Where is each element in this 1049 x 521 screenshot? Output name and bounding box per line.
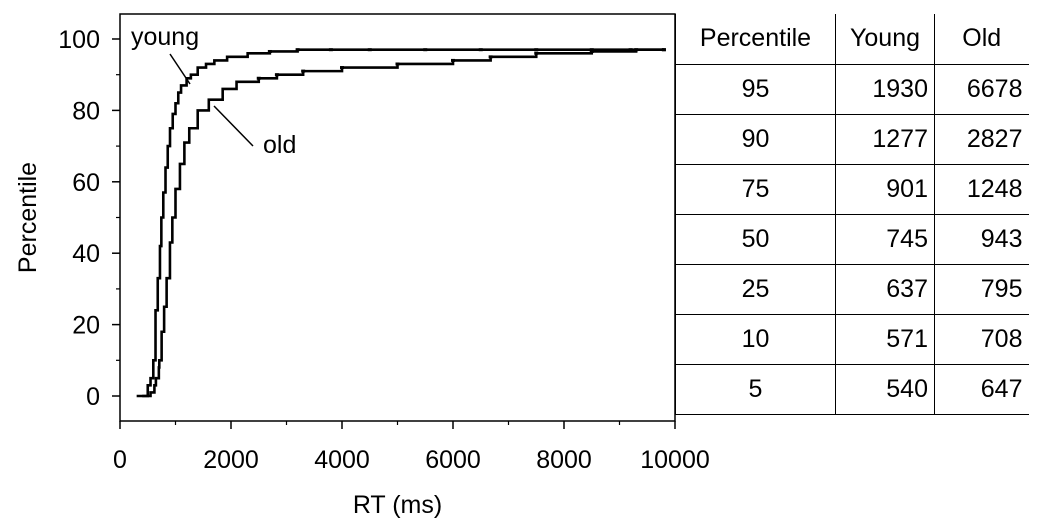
x-axis-title: RT (ms) xyxy=(353,491,442,519)
data-point-old xyxy=(634,48,639,52)
table-cell: 637 xyxy=(835,263,935,315)
table-row: 90 1277 2827 xyxy=(675,113,1029,165)
table-cell: 2827 xyxy=(934,113,1029,165)
data-point-young xyxy=(295,48,300,52)
x-tick-label: 8000 xyxy=(536,446,592,474)
table-header-old: Old xyxy=(934,14,1029,65)
x-tick-label: 2000 xyxy=(203,446,259,474)
annotation-layer: young old xyxy=(131,23,296,159)
table-body: 95 1930 6678 90 1277 2827 75 901 1248 50 745 943 25 6… xyxy=(675,63,1029,415)
table-header-young: Young xyxy=(835,14,935,65)
x-tick-label: 0 xyxy=(113,446,127,474)
table-cell: 90 xyxy=(675,113,836,165)
plot-frame xyxy=(119,13,676,422)
data-point-old xyxy=(340,66,344,70)
y-axis-title: Percentile xyxy=(14,162,42,273)
table-cell: 1277 xyxy=(835,113,935,165)
table-row: 10 571 708 xyxy=(675,313,1029,365)
table-cell: 95 xyxy=(675,63,836,115)
table-cell: 571 xyxy=(835,313,935,365)
annotation-young-leader xyxy=(169,53,191,85)
axes: 0 2000 4000 6000 8000 10000 0 20 40 60 80 100 RT (ms… xyxy=(14,13,710,519)
table-row: 75 901 1248 xyxy=(675,163,1029,215)
series-line-old xyxy=(142,48,664,398)
table-row: 5 540 647 xyxy=(675,363,1029,415)
data-point-young xyxy=(423,48,428,52)
data-point-old xyxy=(395,62,400,66)
data-point-old xyxy=(488,55,493,59)
x-tick-label: 6000 xyxy=(425,446,481,474)
table-cell: 647 xyxy=(934,363,1029,415)
table-cell: 901 xyxy=(835,163,935,215)
data-point-young xyxy=(367,48,372,52)
data-point-young xyxy=(628,48,633,52)
annotation-old-leader xyxy=(213,105,254,147)
table-header-percentile: Percentile xyxy=(675,14,836,65)
y-tick-label: 80 xyxy=(72,97,100,125)
y-tick-label: 0 xyxy=(86,383,100,411)
table-cell: 50 xyxy=(675,213,836,265)
table-header-row: Percentile Young Old xyxy=(675,14,1029,65)
data-point-young xyxy=(478,48,483,52)
data-point-old xyxy=(534,51,539,55)
x-tick-label: 10000 xyxy=(640,446,710,474)
percentile-table: Percentile Young Old 95 1930 6678 90 1277 282… xyxy=(675,14,1029,415)
data-point-old xyxy=(301,69,306,73)
series-layer xyxy=(136,48,666,398)
data-point-young xyxy=(267,49,272,53)
table-cell: 708 xyxy=(934,313,1029,365)
y-tick-label: 60 xyxy=(72,169,100,197)
table-cell: 1248 xyxy=(934,163,1029,215)
y-tick-label: 40 xyxy=(72,240,100,268)
table-cell: 943 xyxy=(934,213,1029,265)
table-cell: 75 xyxy=(675,163,836,215)
table-cell: 5 xyxy=(675,363,836,415)
data-point-old xyxy=(451,58,455,62)
table-cell: 10 xyxy=(675,313,836,365)
data-point-old xyxy=(661,48,666,52)
table-cell: 25 xyxy=(675,263,836,315)
table-cell: 1930 xyxy=(835,63,935,115)
table-row: 25 637 795 xyxy=(675,263,1029,315)
y-tick-label: 20 xyxy=(72,312,100,340)
data-point-old xyxy=(589,49,594,53)
series-line-young xyxy=(136,48,664,398)
table-cell: 540 xyxy=(835,363,935,415)
annotation-old: old xyxy=(263,131,296,159)
data-point-young xyxy=(589,48,594,52)
table-row: 95 1930 6678 xyxy=(675,63,1029,115)
table-cell: 795 xyxy=(934,263,1029,315)
data-point-old xyxy=(274,73,279,77)
table-cell: 6678 xyxy=(934,63,1029,115)
y-tick-label: 100 xyxy=(58,26,100,54)
table-cell: 745 xyxy=(835,213,935,265)
data-point-old xyxy=(256,76,261,80)
data-point-young xyxy=(534,48,539,52)
x-tick-label: 4000 xyxy=(314,446,370,474)
annotation-young: young xyxy=(131,23,199,51)
data-point-young xyxy=(328,48,333,52)
table-row: 50 745 943 xyxy=(675,213,1029,265)
